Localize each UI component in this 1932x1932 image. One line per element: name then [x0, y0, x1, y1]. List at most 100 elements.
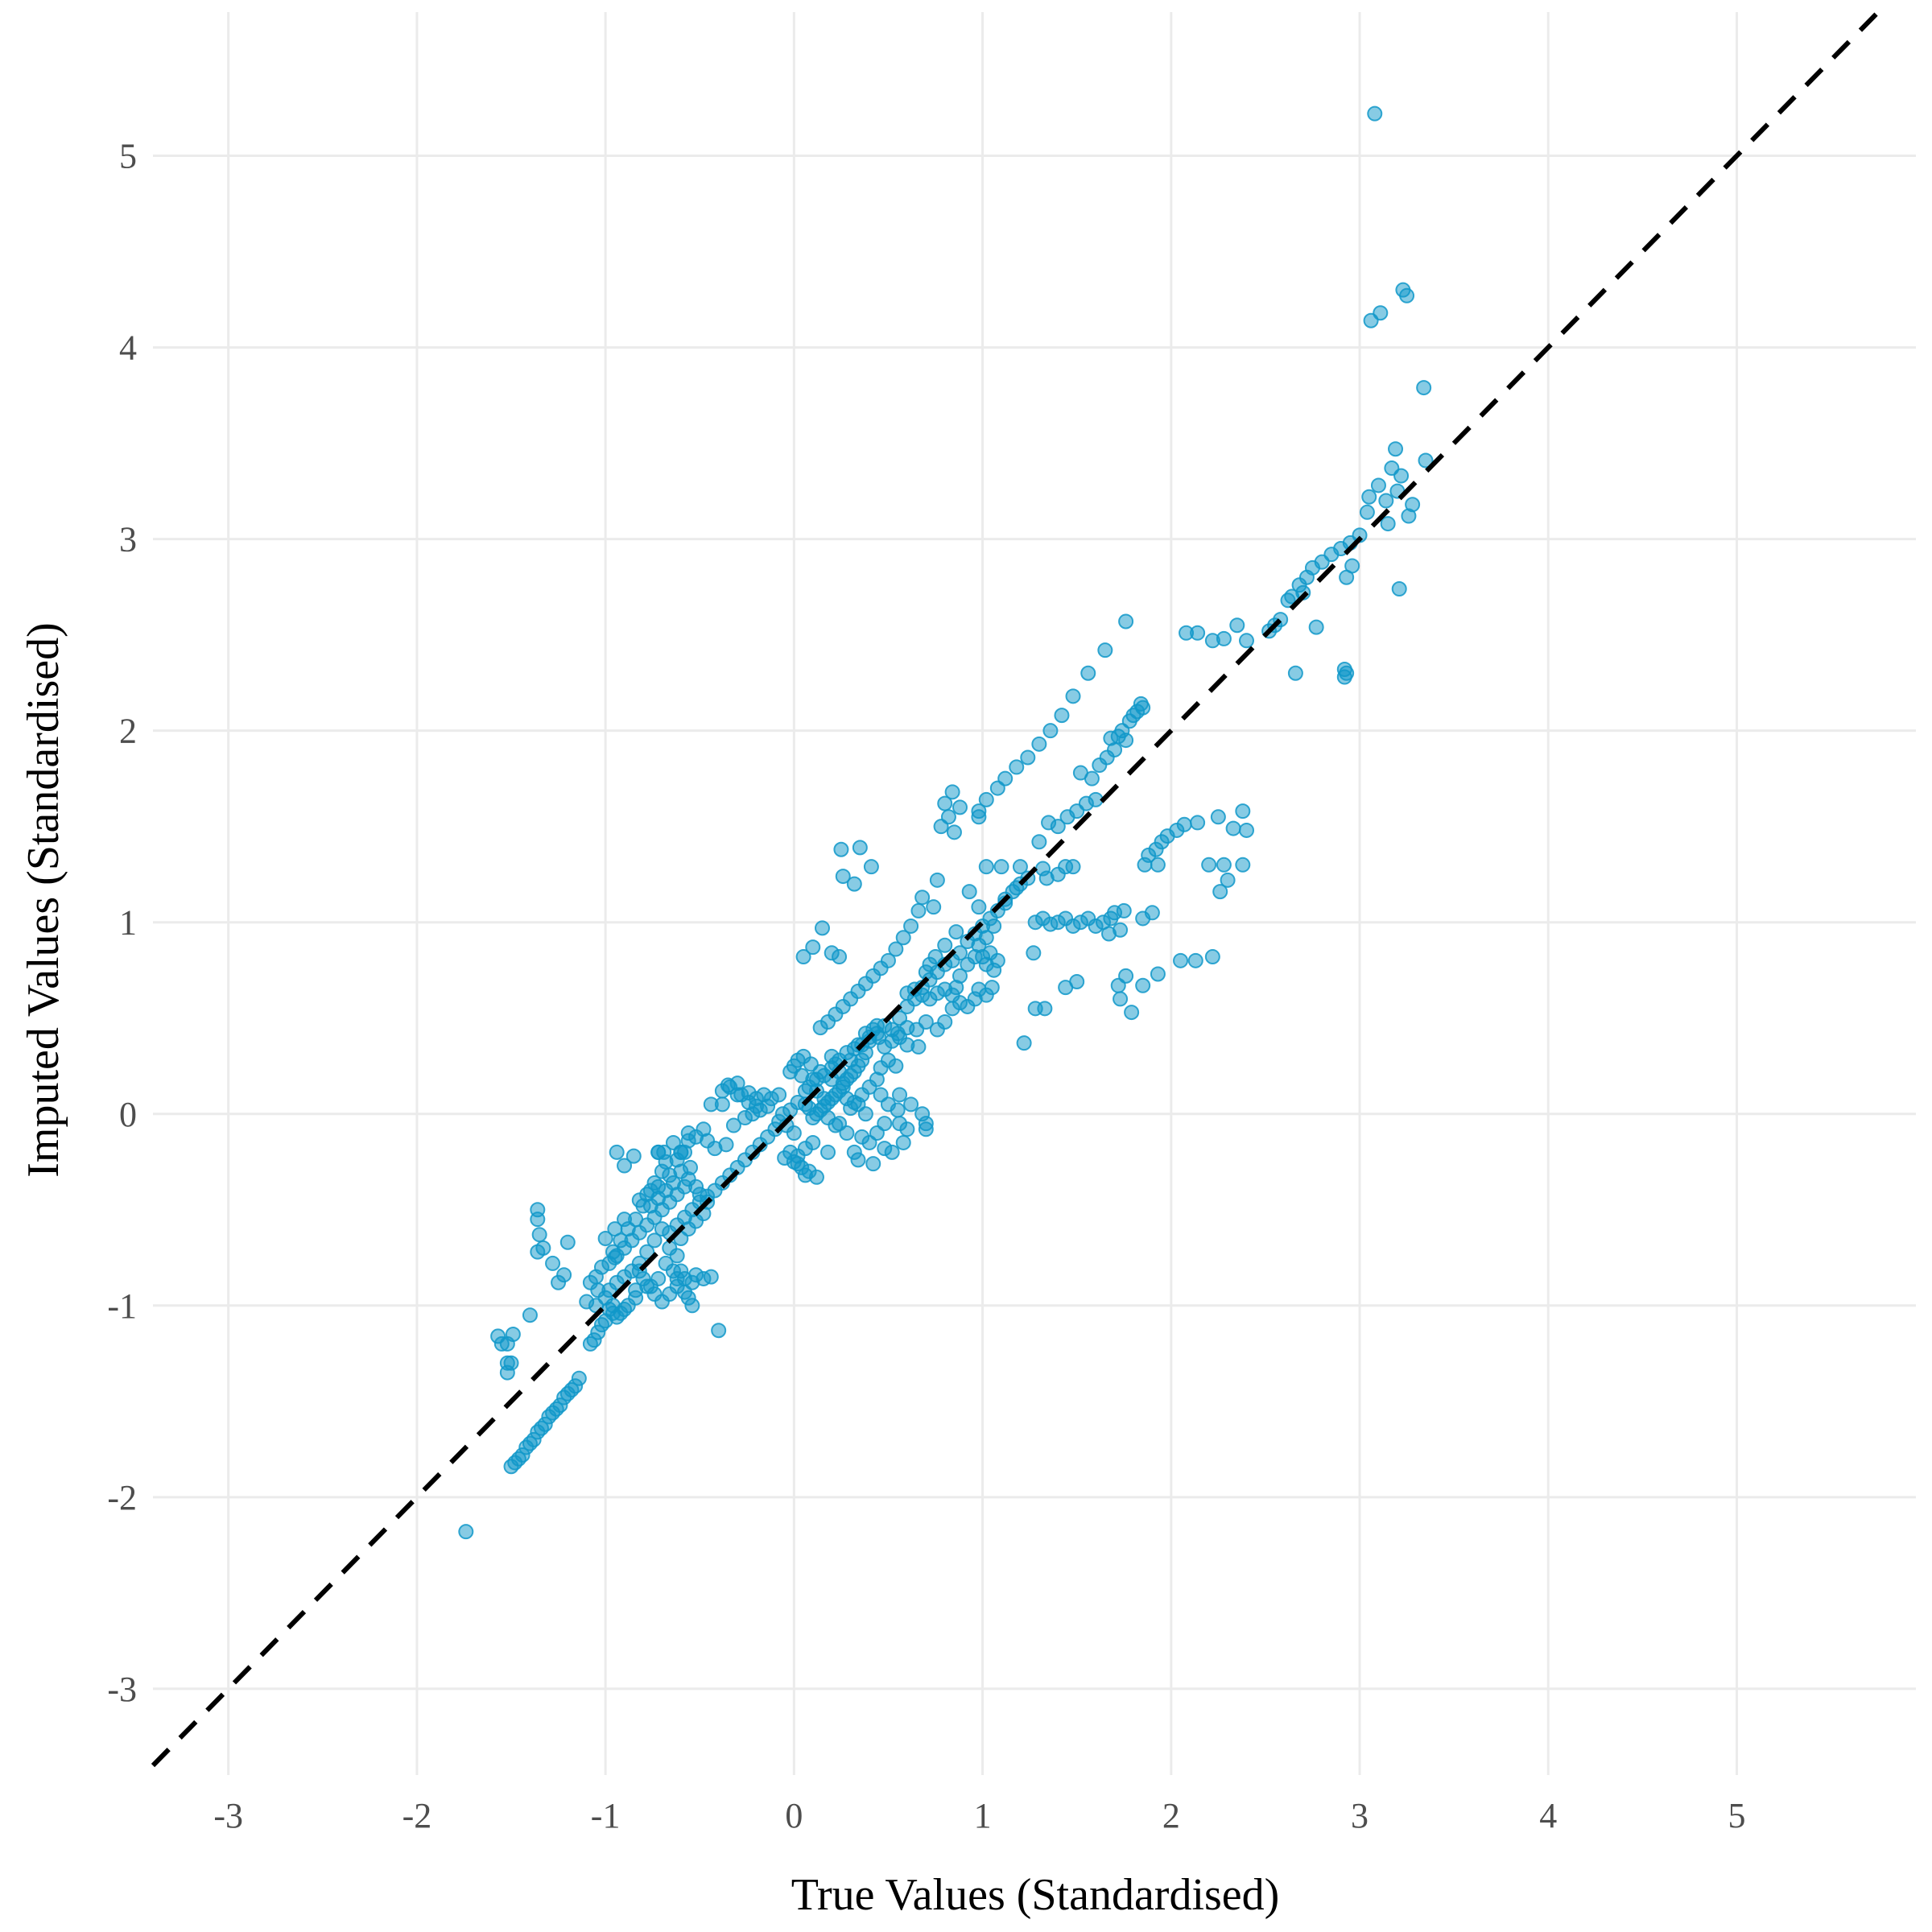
data-point	[1137, 857, 1153, 873]
data-point	[926, 899, 942, 915]
data-point	[895, 930, 911, 946]
data-point	[1016, 1035, 1032, 1051]
y-tick-label: 2	[119, 712, 137, 751]
data-point	[1339, 569, 1355, 585]
data-point	[993, 859, 1009, 875]
data-point	[545, 1255, 561, 1271]
data-point	[1405, 497, 1421, 513]
data-point	[971, 981, 987, 997]
data-point	[1058, 980, 1074, 996]
data-point	[1059, 809, 1075, 825]
data-point	[607, 1249, 623, 1265]
data-point	[1235, 857, 1251, 873]
data-point	[1038, 870, 1055, 886]
y-tick-labels: -3 -2 -1 0 1 2 3 4 5	[107, 137, 137, 1709]
data-point	[646, 1174, 663, 1191]
data-point	[1179, 625, 1195, 641]
data-point	[1065, 688, 1081, 704]
data-point	[895, 1134, 911, 1150]
y-tick-label: 5	[119, 137, 137, 176]
data-point	[597, 1230, 613, 1246]
x-tick-labels: -3 -2 -1 0 1 2 3 4 5	[213, 1796, 1745, 1835]
data-point	[884, 1022, 900, 1038]
data-point	[1092, 758, 1108, 774]
data-point	[656, 1144, 672, 1160]
y-tick-label: 4	[119, 328, 137, 368]
data-point	[490, 1328, 506, 1344]
data-point	[1150, 857, 1166, 873]
data-point	[1097, 642, 1113, 658]
data-point	[1173, 952, 1189, 968]
data-point	[782, 1063, 799, 1080]
x-axis-title: True Values (Standardised)	[791, 1870, 1280, 1920]
data-point	[1041, 815, 1057, 831]
data-point	[1280, 592, 1296, 609]
data-point	[777, 1150, 793, 1166]
data-point	[865, 1156, 881, 1172]
data-point	[605, 1305, 621, 1321]
data-point	[903, 918, 919, 934]
data-point	[1204, 949, 1220, 965]
data-point	[1239, 633, 1255, 649]
data-point	[1072, 765, 1088, 781]
data-point	[683, 1159, 699, 1175]
x-tick-label: 4	[1539, 1796, 1557, 1835]
x-tick-label: 3	[1351, 1796, 1368, 1835]
data-point	[937, 795, 953, 811]
data-point	[918, 1116, 934, 1132]
data-point	[1210, 809, 1226, 825]
data-point	[863, 859, 879, 875]
data-point	[559, 1234, 576, 1250]
data-point	[703, 1269, 719, 1285]
x-tick-label: -1	[591, 1796, 621, 1835]
data-point	[1113, 991, 1129, 1007]
data-point	[971, 809, 987, 825]
data-point	[700, 1133, 716, 1149]
data-point	[458, 1524, 474, 1540]
data-point	[812, 1020, 828, 1036]
data-point	[888, 941, 904, 957]
data-point	[628, 1290, 644, 1306]
data-point	[617, 1212, 633, 1228]
data-point	[899, 1121, 915, 1137]
data-point	[929, 872, 945, 888]
data-point	[639, 1244, 655, 1260]
data-point	[1135, 910, 1151, 927]
data-point	[1118, 733, 1134, 749]
data-point	[1367, 105, 1383, 122]
data-point	[1287, 665, 1303, 681]
data-point	[1308, 619, 1324, 635]
data-point	[673, 1263, 689, 1279]
data-point	[684, 1298, 700, 1314]
data-points	[458, 105, 1434, 1540]
data-point	[1187, 952, 1203, 968]
data-point	[884, 1144, 900, 1160]
y-tick-label: 1	[119, 903, 137, 943]
data-point	[1026, 945, 1042, 961]
x-tick-label: 0	[785, 1796, 803, 1835]
data-point	[814, 920, 830, 936]
y-axis-title: Imputed Values (Standardised)	[19, 622, 68, 1177]
data-point	[1378, 493, 1394, 509]
data-point	[854, 1129, 870, 1145]
data-point	[711, 1323, 727, 1339]
data-point	[669, 1248, 685, 1264]
data-point	[910, 902, 927, 919]
data-point	[944, 1001, 960, 1017]
data-point	[910, 1038, 927, 1055]
data-point	[1009, 759, 1025, 775]
data-point	[1399, 287, 1415, 303]
data-point	[503, 1355, 519, 1371]
data-point	[892, 1010, 908, 1026]
data-point	[1220, 872, 1236, 888]
data-point	[952, 799, 968, 815]
x-tick-label: 2	[1162, 1796, 1180, 1835]
data-point	[1020, 749, 1036, 766]
data-point	[978, 859, 994, 875]
data-point	[1058, 859, 1074, 875]
data-point	[1359, 504, 1375, 520]
data-point	[971, 899, 987, 915]
data-point	[946, 824, 962, 840]
data-point	[1027, 1001, 1043, 1017]
